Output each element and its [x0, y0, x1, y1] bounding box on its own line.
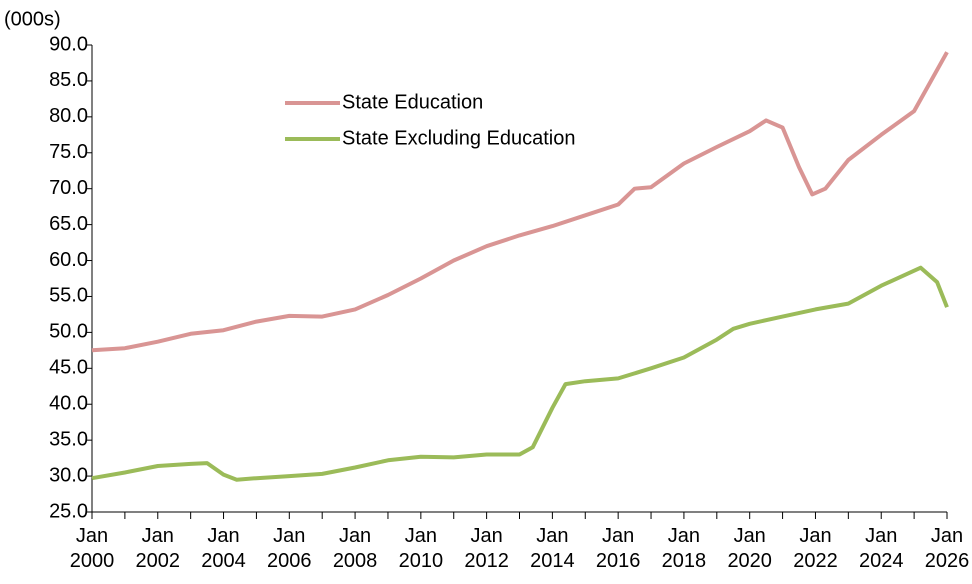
x-tick-label: Jan 2024 [858, 525, 904, 572]
y-tick-label: 75.0 [49, 141, 88, 163]
y-tick-label: 35.0 [49, 428, 88, 450]
x-tick-label: Jan 2006 [267, 525, 312, 572]
y-tick-label: 65.0 [49, 213, 88, 235]
y-tick-label: 60.0 [49, 249, 88, 271]
y-tick-label: 30.0 [49, 464, 88, 486]
y-tick-label: 40.0 [49, 393, 88, 415]
series-line [91, 51, 949, 353]
x-tick-label: Jan 2000 [69, 525, 115, 572]
x-tick-label: Jan 2010 [398, 525, 444, 572]
y-tick-label: 25.0 [49, 500, 88, 522]
y-tick-label: 85.0 [49, 69, 88, 91]
x-tick-label: Jan 2026 [924, 525, 970, 572]
y-tick-label: 50.0 [49, 321, 88, 343]
y-axis-label: (000s) [4, 8, 61, 30]
series-line [91, 265, 949, 482]
x-tick-label: Jan 2018 [661, 525, 707, 572]
y-tick-label: 55.0 [49, 285, 88, 307]
legend-label: State Education [342, 91, 483, 113]
y-tick-label: 80.0 [49, 105, 88, 127]
y-tick-label: 70.0 [49, 177, 88, 199]
x-tick-label: Jan 2022 [793, 525, 838, 572]
y-tick-label: 45.0 [49, 357, 88, 379]
y-tick-label: 90.0 [49, 33, 88, 55]
x-tick-label: Jan 2012 [464, 525, 509, 572]
x-tick-label: Jan 2002 [135, 525, 181, 572]
x-tick-label: Jan 2014 [530, 525, 575, 572]
x-tick-label: Jan 2004 [201, 525, 246, 572]
x-tick-label: Jan 2008 [332, 525, 378, 572]
x-tick-label: Jan 2020 [727, 525, 772, 572]
legend-label: State Excluding Education [342, 127, 576, 149]
x-tick-label: Jan 2016 [595, 525, 641, 572]
